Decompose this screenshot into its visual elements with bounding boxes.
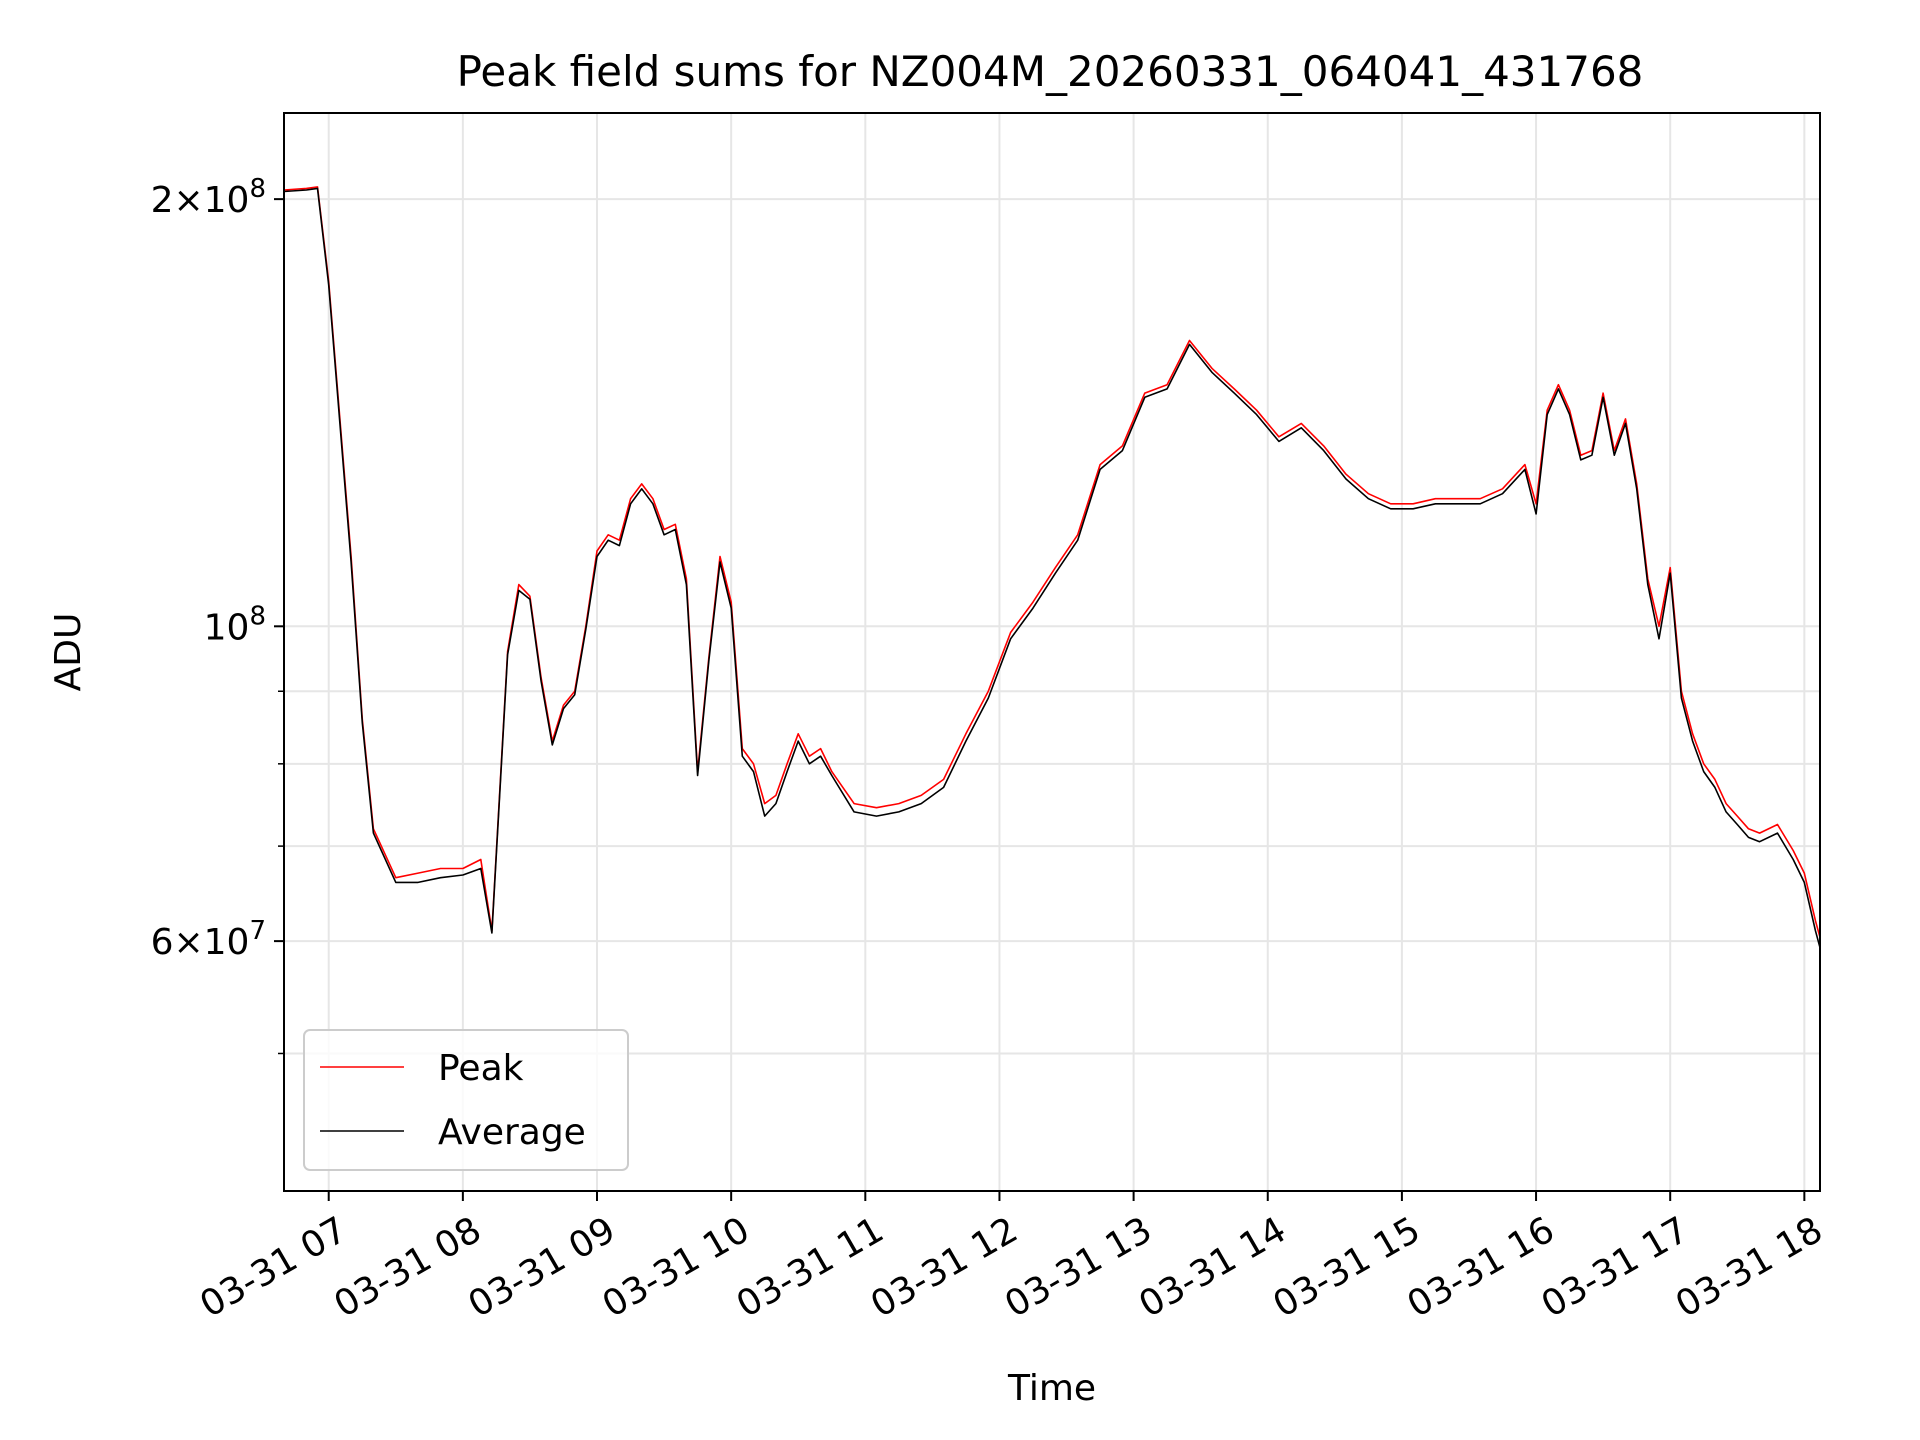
- y-axis-label: ADU: [48, 613, 89, 692]
- series-line-peak: [284, 186, 1820, 941]
- y-axis: 6×107 108 2×108: [151, 174, 284, 1055]
- legend-box: [303, 1029, 629, 1171]
- series-line-average: [284, 187, 1820, 951]
- legend-average-label: Average: [438, 1112, 586, 1153]
- x-axis-label: Time: [1007, 1368, 1096, 1409]
- y-tick-label: 108: [204, 601, 266, 648]
- legend: Peak Average: [303, 1029, 629, 1171]
- plot-area-frame: [283, 112, 1821, 1192]
- grid: [284, 113, 1820, 1191]
- chart-title: Peak field sums for NZ004M_20260331_0640…: [457, 47, 1644, 96]
- series-layer: [284, 186, 1820, 951]
- y-tick-label: 6×107: [151, 916, 266, 963]
- y-tick-label: 2×108: [151, 174, 266, 221]
- legend-peak-label: Peak: [438, 1048, 524, 1089]
